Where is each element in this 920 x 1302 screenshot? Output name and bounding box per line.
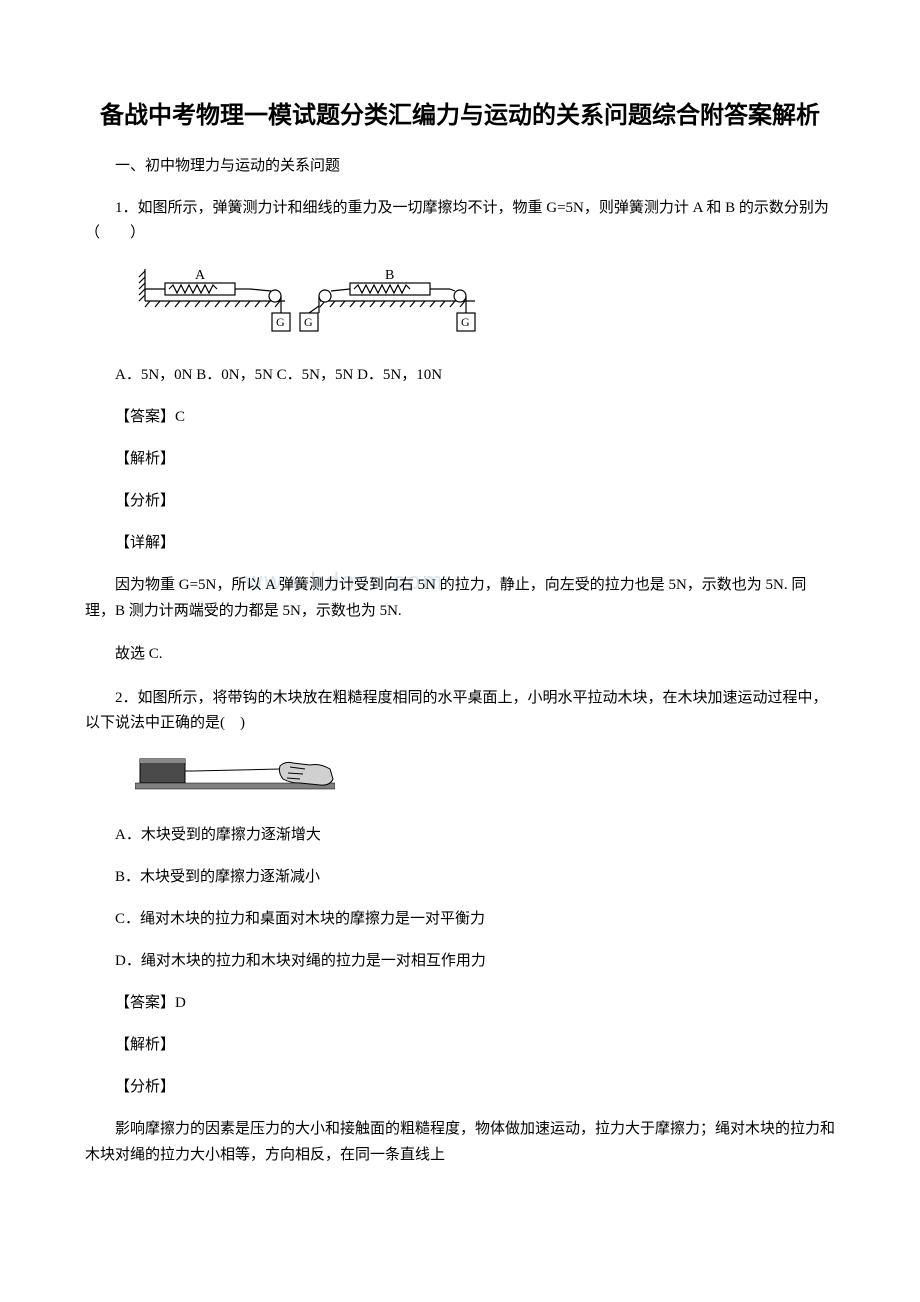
question-2-figure [135,751,835,810]
question-2-option-a: A．木块受到的摩擦力逐渐增大 [85,823,835,847]
question-1-detail: 因为物重 G=5N，所以 A 弹簧测力计受到向右 5N 的拉力，静止，向左受的拉… [85,573,835,624]
question-1-options: A．5N，0N B．0N，5N C．5N，5N D．5N，10N [85,363,835,387]
scale-b-label: B [385,268,394,283]
weight-g-label-b1: G [304,315,313,329]
question-2-option-c: C．绳对木块的拉力和桌面对木块的摩擦力是一对平衡力 [85,907,835,931]
question-2-fenxi: 【分析】 [85,1075,835,1099]
question-2-analysis: 影响摩擦力的因素是压力的大小和接触面的粗糙程度，物体做加速运动，拉力大于摩擦力；… [85,1117,835,1168]
question-1-conclusion: 故选 C. [85,642,835,668]
section-heading: 一、初中物理力与运动的关系问题 [85,154,835,178]
question-1-text: 1．如图所示，弹簧测力计和细线的重力及一切摩擦均不计，物重 G=5N，则弹簧测力… [85,196,835,247]
question-2-text: 2．如图所示，将带钩的木块放在粗糙程度相同的水平桌面上，小明水平拉动木块，在木块… [85,686,835,737]
question-1-figure: A G [135,261,835,350]
document-title: 备战中考物理一模试题分类汇编力与运动的关系问题综合附答案解析 [85,100,835,134]
question-2-option-b: B．木块受到的摩擦力逐渐减小 [85,865,835,889]
question-1-fenxi: 【分析】 [85,489,835,513]
scale-a-label: A [195,268,206,283]
question-1-jiexi: 【解析】 [85,447,835,471]
weight-g-label-b2: G [461,315,470,329]
question-2-option-d: D．绳对木块的拉力和木块对绳的拉力是一对相互作用力 [85,949,835,973]
question-2-jiexi: 【解析】 [85,1033,835,1057]
question-1-xiangjie: 【详解】 [85,531,835,555]
question-2-answer: 【答案】D [85,991,835,1015]
question-1-answer: 【答案】C [85,405,835,429]
weight-g-label-a: G [276,315,285,329]
